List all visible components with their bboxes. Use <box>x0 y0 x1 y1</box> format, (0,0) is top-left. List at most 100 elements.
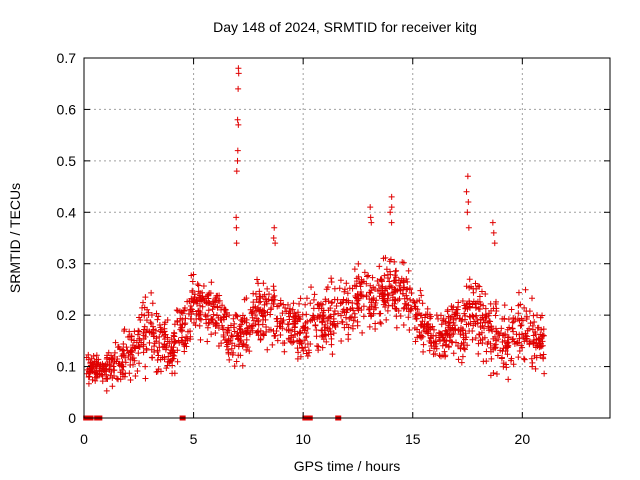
data-point <box>240 331 247 338</box>
data-point <box>529 295 536 302</box>
data-point <box>395 307 402 314</box>
data-point <box>391 300 398 307</box>
data-point <box>540 351 547 358</box>
data-point <box>155 352 162 359</box>
data-point <box>448 338 455 345</box>
data-point <box>412 303 419 310</box>
data-point <box>132 372 139 379</box>
data-point <box>111 358 118 365</box>
data-point <box>118 353 125 360</box>
data-point <box>174 307 181 314</box>
data-point <box>503 344 510 351</box>
data-point <box>127 376 134 383</box>
data-point <box>541 370 548 377</box>
data-point <box>187 328 194 335</box>
spike-point <box>233 224 240 231</box>
data-point <box>297 353 304 360</box>
data-point <box>122 354 129 361</box>
data-point <box>307 317 314 324</box>
data-point <box>210 311 217 318</box>
data-point <box>453 339 460 346</box>
spike-point <box>233 214 240 221</box>
data-point <box>535 336 542 343</box>
data-point <box>290 300 297 307</box>
data-point <box>466 284 473 291</box>
data-point <box>475 282 482 289</box>
data-point <box>166 349 173 356</box>
data-point <box>424 329 431 336</box>
data-point <box>351 282 358 289</box>
data-point <box>120 347 127 354</box>
data-point <box>504 343 511 350</box>
data-point <box>287 310 294 317</box>
data-point <box>357 283 364 290</box>
data-point <box>349 285 356 292</box>
data-point <box>404 295 411 302</box>
data-point <box>380 291 387 298</box>
data-point <box>169 356 176 363</box>
data-point <box>322 331 329 338</box>
data-point <box>189 289 196 296</box>
data-point <box>103 375 110 382</box>
data-point <box>194 281 201 288</box>
data-point <box>360 278 367 285</box>
data-point <box>397 279 404 286</box>
data-point <box>206 289 213 296</box>
data-point <box>205 300 212 307</box>
data-point <box>199 303 206 310</box>
spike-point <box>235 85 242 92</box>
data-point <box>534 312 541 319</box>
data-point <box>447 315 454 322</box>
data-point <box>438 321 445 328</box>
data-point <box>200 283 207 290</box>
data-point <box>291 321 298 328</box>
data-point <box>186 298 193 305</box>
data-point <box>426 347 433 354</box>
data-point <box>161 336 168 343</box>
data-point <box>489 327 496 334</box>
data-point <box>318 300 325 307</box>
spike-point <box>388 193 395 200</box>
data-point <box>271 332 278 339</box>
x-tick-label: 0 <box>80 431 88 447</box>
data-point <box>225 349 232 356</box>
data-point <box>477 301 484 308</box>
data-point <box>315 343 322 350</box>
data-point <box>502 348 509 355</box>
data-point <box>521 356 528 363</box>
data-point <box>112 339 119 346</box>
data-point <box>294 309 301 316</box>
data-point <box>171 370 178 377</box>
data-point <box>466 328 473 335</box>
data-point <box>226 356 233 363</box>
data-point <box>509 325 516 332</box>
data-point <box>172 338 179 345</box>
data-point <box>327 305 334 312</box>
data-point <box>534 342 541 349</box>
data-point <box>236 325 243 332</box>
data-point <box>148 329 155 336</box>
data-point <box>168 336 175 343</box>
data-point <box>419 300 426 307</box>
data-point <box>239 343 246 350</box>
data-point <box>228 340 235 347</box>
data-point <box>246 323 253 330</box>
data-point <box>313 327 320 334</box>
data-point <box>390 277 397 284</box>
data-point <box>533 354 540 361</box>
data-point <box>534 324 541 331</box>
data-point <box>139 304 146 311</box>
data-point <box>270 328 277 335</box>
data-point <box>196 315 203 322</box>
data-point <box>99 378 106 385</box>
data-point <box>389 297 396 304</box>
data-point <box>378 277 385 284</box>
data-point <box>214 304 221 311</box>
data-point <box>337 300 344 307</box>
data-point <box>360 303 367 310</box>
data-point <box>252 303 259 310</box>
data-point <box>301 337 308 344</box>
data-point <box>500 360 507 367</box>
data-point <box>296 300 303 307</box>
